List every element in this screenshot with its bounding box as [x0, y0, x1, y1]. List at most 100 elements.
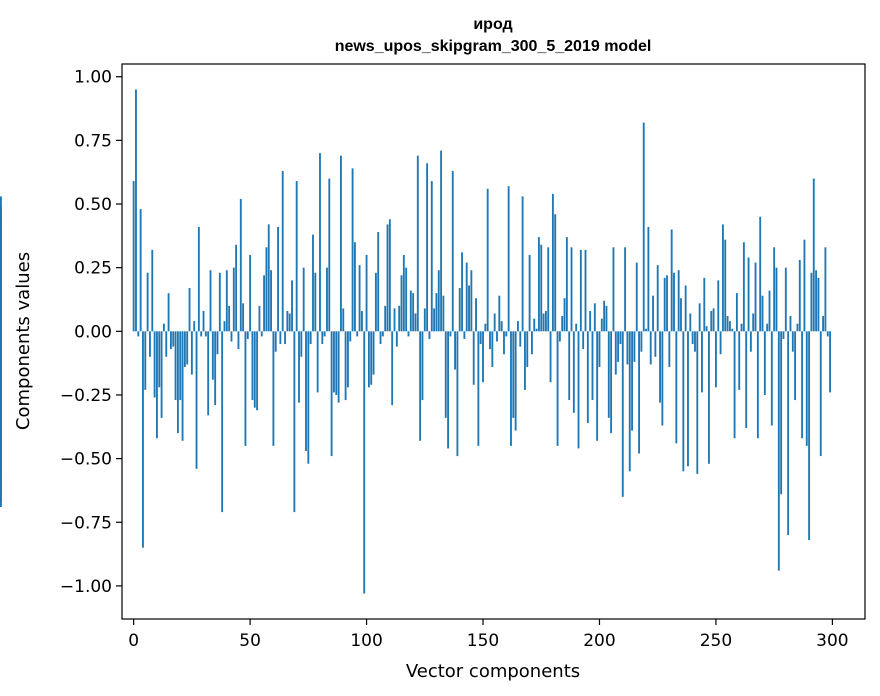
- bar-92: [347, 331, 349, 388]
- bar-10: [156, 331, 158, 439]
- bar-139: [456, 331, 459, 457]
- bar-299: [829, 331, 831, 393]
- bar-153: [489, 331, 491, 350]
- bar-278: [780, 331, 783, 495]
- bar-16: [169, 331, 172, 350]
- bar-191: [577, 331, 580, 449]
- bar-127: [428, 331, 431, 339]
- bar-59: [270, 270, 272, 332]
- bar-277: [777, 331, 780, 571]
- bar-145: [470, 270, 473, 332]
- bar-267: [754, 262, 757, 332]
- bar-216: [635, 262, 638, 332]
- bar-293: [815, 270, 818, 332]
- bar-50: [249, 254, 252, 332]
- bar-148: [477, 331, 480, 446]
- bar-68: [291, 280, 293, 332]
- bar-110: [388, 219, 391, 332]
- bar-8: [151, 249, 154, 332]
- bar-53: [256, 331, 259, 411]
- bar-48: [244, 331, 247, 446]
- x-axis-label: Vector components: [406, 661, 580, 682]
- bar-168: [524, 331, 526, 390]
- bar-160: [505, 331, 508, 337]
- bar-270: [761, 295, 764, 332]
- bar-246: [705, 326, 708, 332]
- bar-229: [666, 275, 668, 332]
- bar-288: [803, 239, 806, 332]
- bar-71: [298, 331, 300, 403]
- bar-102: [370, 331, 373, 385]
- bar-217: [638, 331, 640, 454]
- bar-167: [521, 196, 524, 332]
- bar-27: [195, 331, 198, 469]
- bar-136: [449, 331, 452, 337]
- bar-61: [274, 331, 277, 352]
- bar-120: [412, 293, 415, 332]
- bar-128: [430, 181, 433, 332]
- bar-295: [819, 331, 822, 457]
- bar-126: [426, 163, 429, 332]
- bar-247: [708, 331, 710, 464]
- bar-23: [186, 331, 189, 365]
- bar-173: [535, 328, 538, 332]
- bar-187: [568, 331, 571, 401]
- bar-63: [279, 331, 282, 345]
- bar-42: [230, 331, 233, 342]
- bar-200: [598, 331, 601, 367]
- bar-245: [703, 277, 706, 332]
- bar-29: [200, 331, 203, 337]
- bar-5: [144, 331, 147, 390]
- bar-62: [277, 226, 279, 332]
- bar-81: [321, 331, 324, 345]
- bar-119: [409, 290, 412, 332]
- bar-243: [698, 303, 701, 332]
- bar-2: [137, 331, 140, 337]
- y-tick-label: 0.75: [74, 131, 112, 151]
- bar-22: [183, 331, 186, 367]
- bar-240: [691, 331, 694, 345]
- bar-142: [463, 331, 466, 339]
- bar-213: [628, 331, 631, 472]
- bar-164: [514, 331, 517, 431]
- bar-211: [624, 247, 627, 332]
- bar-263: [745, 331, 748, 429]
- bar-238: [687, 331, 689, 467]
- bar-89: [340, 155, 342, 332]
- bar-55: [260, 331, 263, 337]
- bar-165: [517, 321, 519, 332]
- bar-197: [591, 331, 594, 401]
- bar-121: [414, 313, 417, 332]
- bar-undefined: [0, 331, 2, 370]
- bar-169: [526, 331, 529, 367]
- bar-49: [246, 331, 249, 339]
- bar-259: [735, 293, 738, 332]
- bar-97: [358, 265, 361, 332]
- bar-undefined: [0, 254, 2, 332]
- bar-19: [176, 331, 179, 434]
- bar-215: [633, 331, 636, 362]
- y-tick-label: 0.00: [74, 322, 112, 342]
- bar-130: [435, 293, 438, 332]
- bar-193: [582, 331, 585, 350]
- bar-172: [533, 318, 536, 332]
- bar-34: [211, 331, 214, 380]
- bar-106: [379, 331, 382, 345]
- bar-140: [458, 288, 461, 332]
- bar-107: [381, 331, 384, 337]
- bar-129: [433, 308, 436, 332]
- bar-250: [715, 331, 717, 388]
- bar-188: [570, 247, 573, 332]
- bar-12: [160, 331, 163, 418]
- bar-41: [228, 305, 231, 332]
- bar-201: [600, 318, 603, 332]
- bar-158: [500, 321, 503, 332]
- bar-231: [670, 229, 673, 332]
- bar-287: [801, 331, 804, 439]
- bar-65: [284, 331, 286, 345]
- bar-113: [395, 331, 398, 347]
- bar-78: [314, 272, 317, 332]
- bar-199: [596, 331, 599, 441]
- bar-219: [642, 122, 645, 332]
- bar-257: [731, 328, 734, 332]
